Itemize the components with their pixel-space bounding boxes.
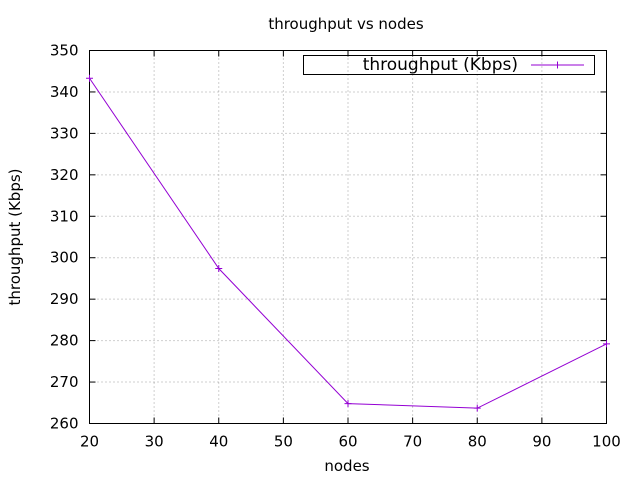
x-tick-label: 80 — [468, 433, 487, 451]
data-point-marker — [344, 400, 352, 408]
y-tick-label: 270 — [50, 373, 79, 391]
data-point-marker — [603, 340, 610, 348]
data-point-marker — [86, 74, 93, 82]
legend-box — [303, 55, 595, 75]
legend: throughput (Kbps) — [303, 55, 595, 75]
x-tick-label: 100 — [592, 433, 621, 451]
y-axis-label: throughput (Kbps) — [6, 168, 24, 305]
y-tick-label: 330 — [50, 124, 79, 142]
y-tick-label: 340 — [50, 83, 79, 101]
x-axis-label: nodes — [324, 457, 369, 475]
y-tick-label: 260 — [50, 415, 79, 433]
axis-ticks: 20 30 40 50 60 70 80 90 100 260 270 280 290 300 310 320… — [50, 42, 621, 451]
legend-label: throughput (Kbps) — [363, 55, 518, 75]
x-tick-label: 90 — [532, 433, 551, 451]
y-tick-label: 290 — [50, 290, 79, 308]
x-tick-label: 50 — [274, 433, 293, 451]
chart-title: throughput vs nodes — [268, 15, 424, 33]
y-tick-label: 320 — [50, 166, 79, 184]
series-layer — [86, 74, 610, 412]
x-tick-label: 60 — [338, 433, 357, 451]
x-tick-label: 70 — [403, 433, 422, 451]
x-tick-label: 30 — [145, 433, 164, 451]
data-point-marker — [473, 404, 481, 412]
x-tick-label: 40 — [209, 433, 228, 451]
data-point-marker — [215, 264, 223, 272]
y-tick-label: 310 — [50, 207, 79, 225]
plot-frame — [89, 50, 607, 424]
legend-marker — [554, 61, 561, 69]
y-tick-label: 280 — [50, 332, 79, 350]
y-tick-label: 300 — [50, 249, 79, 267]
x-tick-label: 20 — [80, 433, 99, 451]
y-tick-label: 350 — [50, 42, 79, 60]
grid-lines — [89, 50, 607, 424]
